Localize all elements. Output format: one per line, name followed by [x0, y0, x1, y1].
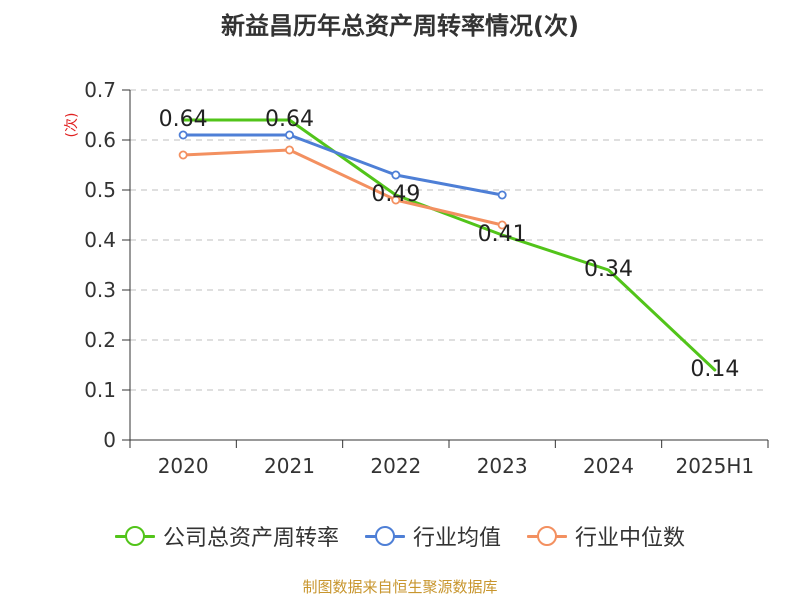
y-axis-label: (次): [64, 113, 80, 138]
y-tick-label: 0.6: [84, 128, 116, 152]
source-note: 制图数据来自恒生聚源数据库: [302, 578, 498, 596]
x-tick-label: 2021: [264, 454, 315, 478]
chart-title: 新益昌历年总资产周转率情况(次): [221, 12, 579, 40]
x-tick-label: 2025H1: [675, 454, 754, 478]
legend-item[interactable]: 行业均值: [364, 520, 501, 552]
data-labels: 0.64 0.64 0.49 0.41 0.34 0.14: [159, 107, 740, 382]
y-tick-label: 0.4: [84, 228, 116, 252]
data-label: 0.49: [371, 182, 420, 207]
legend-label: 行业均值: [412, 526, 501, 551]
data-label: 0.41: [478, 222, 527, 247]
y-tick-label: 0.7: [84, 78, 116, 102]
legend-marker-icon: [364, 526, 405, 546]
data-point: [178, 150, 188, 160]
series-line: [181, 118, 717, 372]
legend-marker-icon: [114, 526, 155, 546]
legend-marker-icon: [527, 526, 567, 546]
data-label: 0.34: [584, 257, 633, 282]
data-point: [497, 190, 507, 200]
data-point: [284, 145, 294, 155]
data-label: 0.14: [690, 357, 739, 382]
legend-item[interactable]: 公司总资产周转率: [114, 520, 339, 552]
legend: 公司总资产周转率 行业均值 行业中位数: [0, 520, 800, 552]
x-tick-label: 2023: [477, 454, 528, 478]
x-tick-label: 2024: [583, 454, 634, 478]
grid-lines: [130, 89, 768, 391]
y-tick-label: 0.3: [84, 278, 116, 302]
y-tick-label: 0.2: [84, 328, 116, 352]
data-point: [497, 220, 507, 230]
y-tick-label: 0: [103, 428, 116, 452]
legend-item[interactable]: 行业中位数: [527, 520, 685, 552]
legend-label: 行业中位数: [575, 526, 686, 551]
data-label: 0.64: [159, 107, 208, 132]
data-label: 0.64: [265, 107, 314, 132]
data-point: [391, 170, 401, 180]
series: [178, 118, 717, 372]
series-line: [181, 133, 504, 197]
x-tick-label: 2020: [158, 454, 209, 478]
data-point: [178, 130, 188, 140]
y-tick-label: 0.5: [84, 178, 116, 202]
legend-label: 公司总资产周转率: [162, 526, 339, 551]
data-point: [391, 195, 401, 205]
y-tick-label: 0.1: [84, 378, 116, 402]
data-point: [284, 130, 294, 140]
series-line: [181, 148, 504, 227]
x-tick-label: 2022: [370, 454, 421, 478]
axes: 0 0.1 0.2 0.3 0.4 0.5 0.6 0.7 2020 2021 2022 2023 20…: [64, 78, 769, 478]
